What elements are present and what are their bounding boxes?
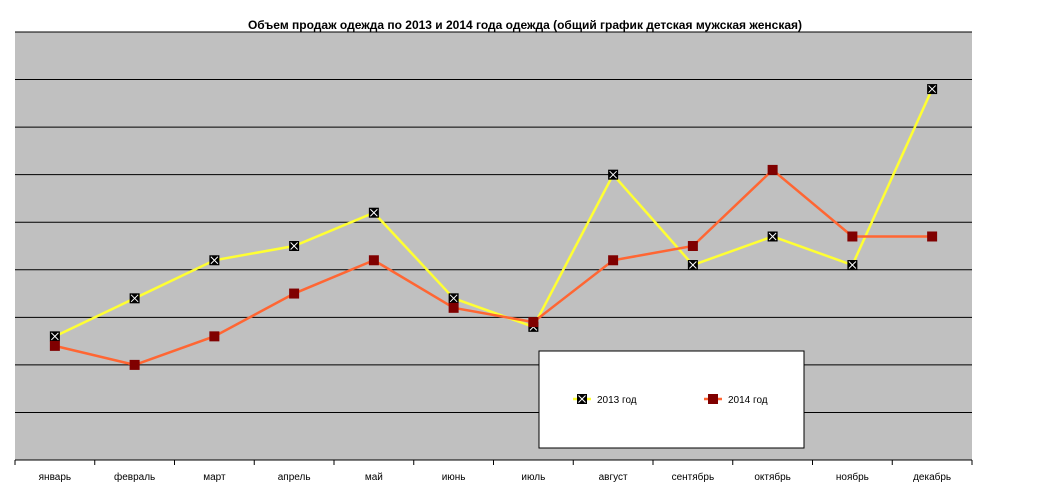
data-point — [847, 260, 858, 271]
x-tick-label: февраль — [114, 471, 155, 483]
data-point — [289, 288, 300, 299]
data-point — [368, 255, 379, 266]
x-tick-label: сентябрь — [672, 471, 715, 483]
x-tick-label: май — [365, 472, 383, 483]
legend-label: 2014 год — [728, 395, 768, 406]
data-point — [448, 293, 459, 304]
x-tick-label: октябрь — [754, 471, 791, 483]
legend: 2013 год 2014 год — [538, 350, 805, 449]
data-point — [708, 394, 718, 404]
series-line — [54, 168, 933, 367]
gridlines — [15, 31, 972, 413]
data-point — [528, 317, 539, 328]
data-point — [608, 255, 619, 266]
x-axis: январь февраль март апрель май июнь июль август… — [14, 459, 973, 483]
x-tick-label: март — [203, 472, 226, 483]
series-2 — [49, 164, 938, 370]
data-point — [129, 293, 140, 304]
x-tick-label: июнь — [442, 472, 466, 483]
data-point — [927, 231, 938, 242]
data-point — [927, 84, 938, 95]
data-point — [49, 331, 60, 342]
data-point — [49, 340, 60, 351]
data-point — [289, 241, 300, 251]
data-point — [687, 260, 698, 271]
data-point — [847, 231, 858, 242]
data-point — [577, 394, 587, 404]
data-point — [448, 302, 459, 313]
x-tick-label: ноябрь — [836, 471, 869, 483]
data-point — [608, 169, 619, 180]
legend-item: 2013 год — [573, 394, 637, 406]
x-tick-label: июль — [521, 472, 545, 483]
data-point — [209, 331, 220, 342]
legend-label: 2013 год — [597, 395, 637, 406]
legend-item: 2014 год — [704, 394, 768, 406]
data-point — [767, 164, 778, 175]
series-1 — [49, 84, 938, 342]
x-tick-label: декабрь — [913, 471, 951, 483]
data-point — [767, 231, 778, 242]
data-point — [687, 241, 698, 251]
x-tick-label: январь — [39, 472, 71, 483]
x-tick-label: август — [599, 472, 628, 483]
plot-area — [15, 32, 972, 460]
series-layer — [49, 84, 938, 370]
x-tick-label: апрель — [278, 472, 311, 483]
data-point — [368, 207, 379, 218]
data-point — [129, 359, 140, 370]
series-line — [54, 88, 934, 338]
chart-title: Объем продаж одежда по 2013 и 2014 года … — [248, 18, 802, 32]
data-point — [209, 255, 220, 266]
